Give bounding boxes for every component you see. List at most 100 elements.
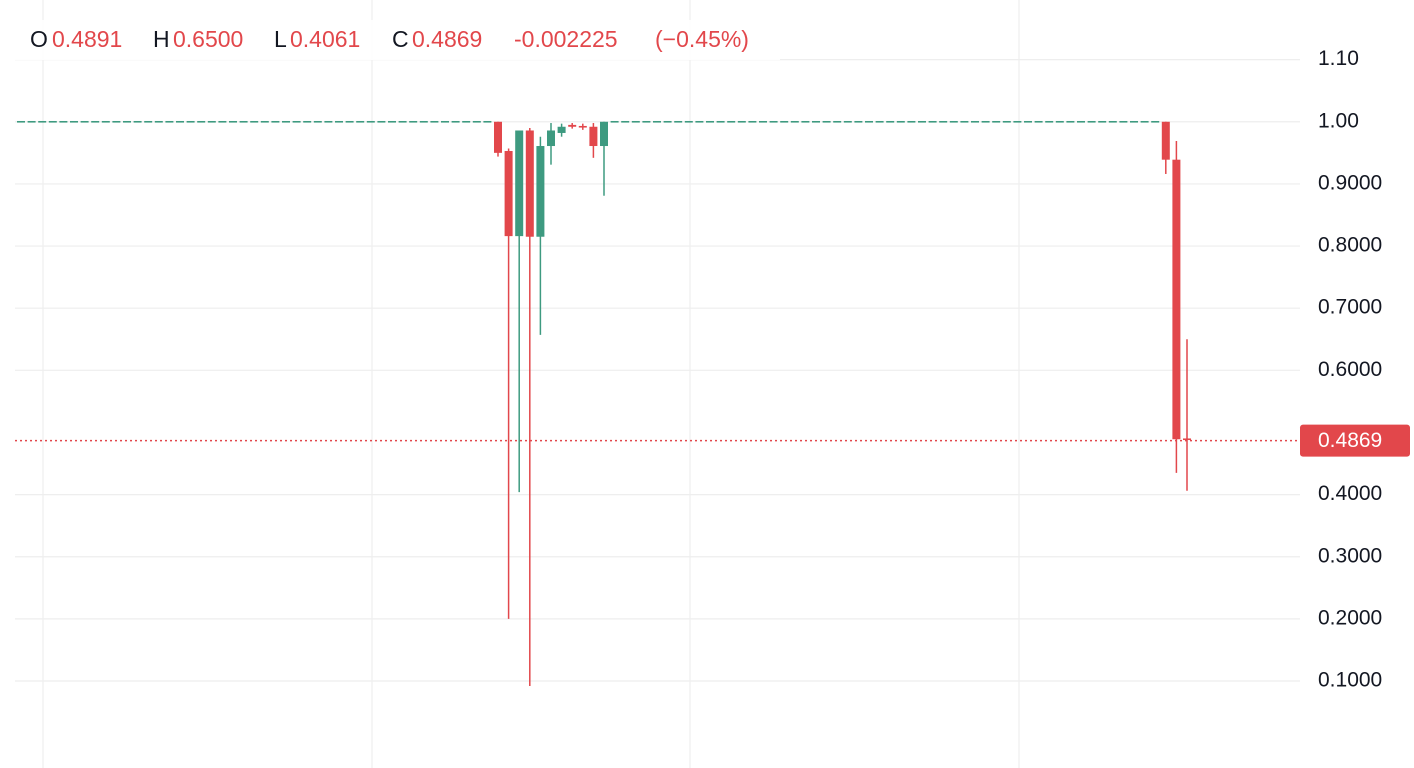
- candle-body: [313, 120, 322, 123]
- candle-body: [896, 120, 905, 123]
- candle-body: [525, 130, 534, 237]
- candle-body: [165, 120, 174, 123]
- legend-key: O: [30, 26, 48, 52]
- candle-body: [674, 120, 683, 123]
- candle-body: [833, 120, 842, 123]
- candle-body: [1183, 438, 1191, 441]
- candle-body: [1130, 120, 1138, 123]
- candle-body: [960, 120, 969, 123]
- candle-body: [80, 120, 89, 123]
- candle-body: [419, 120, 428, 123]
- candle-body: [282, 120, 290, 123]
- y-tick-label: 0.8000: [1318, 234, 1382, 257]
- candle-body: [430, 120, 439, 123]
- candle-body: [854, 120, 863, 123]
- candle-body: [515, 130, 524, 237]
- candle-body: [303, 120, 312, 123]
- candle-body: [663, 120, 672, 123]
- candle-body: [949, 120, 958, 123]
- candle-body: [939, 120, 948, 123]
- candle-body: [356, 120, 365, 123]
- candle-body: [377, 120, 386, 123]
- candle-body: [250, 120, 259, 123]
- legend-change: -0.002225: [514, 26, 618, 52]
- candle-body: [1087, 120, 1096, 123]
- candle-body: [1055, 120, 1064, 123]
- candle-body: [907, 120, 916, 123]
- candle-body: [388, 120, 396, 123]
- candle-body: [1119, 120, 1128, 123]
- candle-body: [17, 120, 25, 123]
- candle-body: [631, 120, 640, 123]
- candle-body: [748, 120, 757, 123]
- y-tick-label: 0.3000: [1318, 544, 1382, 567]
- candle-body: [981, 120, 990, 123]
- candle-body: [324, 120, 333, 123]
- candle-body: [642, 120, 651, 123]
- candle-body: [801, 120, 810, 123]
- legend-key: H: [153, 26, 170, 52]
- candle-body: [123, 120, 131, 123]
- candle-body: [769, 120, 778, 123]
- candle-body: [812, 120, 820, 123]
- candle-body: [1002, 120, 1011, 123]
- candle-body: [335, 120, 343, 123]
- candle-body: [494, 121, 502, 153]
- candle-body: [716, 120, 725, 123]
- candle-body: [345, 120, 354, 123]
- candle-body: [398, 120, 407, 123]
- time-grid: [42, 0, 1020, 768]
- candle-body: [822, 120, 831, 123]
- candle-body: [1077, 120, 1085, 123]
- candle-body: [1066, 120, 1075, 123]
- candle-body: [737, 120, 746, 123]
- candle-body: [865, 120, 873, 123]
- legend-value: 0.4869: [412, 26, 482, 52]
- candle-body: [186, 120, 195, 123]
- candle-body: [27, 120, 36, 123]
- y-tick-label: 0.7000: [1318, 296, 1382, 319]
- candle-body: [547, 130, 555, 147]
- candle-body: [176, 120, 184, 123]
- candle-body: [684, 120, 693, 123]
- y-tick-label: 0.1000: [1318, 669, 1382, 692]
- candle-body: [144, 120, 153, 123]
- candle-body: [70, 120, 78, 123]
- candle-body: [695, 120, 704, 123]
- candle-body: [578, 125, 587, 128]
- candle-body: [1172, 159, 1181, 440]
- candle-body: [504, 150, 513, 237]
- candle-body: [706, 120, 714, 123]
- y-tick-label: 1.00: [1318, 109, 1359, 132]
- y-tick-label: 1.10: [1318, 47, 1359, 70]
- candle-body: [229, 120, 237, 123]
- y-tick-label: 0.6000: [1318, 358, 1382, 381]
- candle-body: [451, 120, 460, 123]
- candle-body: [271, 120, 280, 123]
- candle-body: [260, 120, 269, 123]
- last-price-badge: [1300, 424, 1410, 457]
- overlay: 1.10 1.00 0.9000 0.8000 0.7000 0.6000 0.4000 0.…: [15, 20, 1410, 692]
- candle-body: [759, 120, 767, 123]
- candle-body: [1098, 120, 1107, 123]
- candle-body: [207, 120, 216, 123]
- candle-body: [536, 146, 545, 237]
- legend-background: [15, 20, 780, 60]
- candle-body: [621, 120, 630, 123]
- candle-body: [292, 120, 301, 123]
- y-tick-label: 0.4000: [1318, 482, 1382, 505]
- candle-body: [218, 120, 227, 123]
- candle-body: [1140, 120, 1149, 123]
- candle-body: [133, 120, 142, 123]
- candle-body: [918, 120, 926, 123]
- candle-body: [1151, 120, 1160, 123]
- candle-body: [653, 120, 661, 123]
- candle-body: [462, 120, 471, 123]
- candle-body: [557, 126, 566, 133]
- legend-value: 0.4891: [52, 26, 122, 52]
- candle-body: [1013, 120, 1022, 123]
- legend-key: C: [392, 26, 409, 52]
- candle-body: [928, 120, 937, 123]
